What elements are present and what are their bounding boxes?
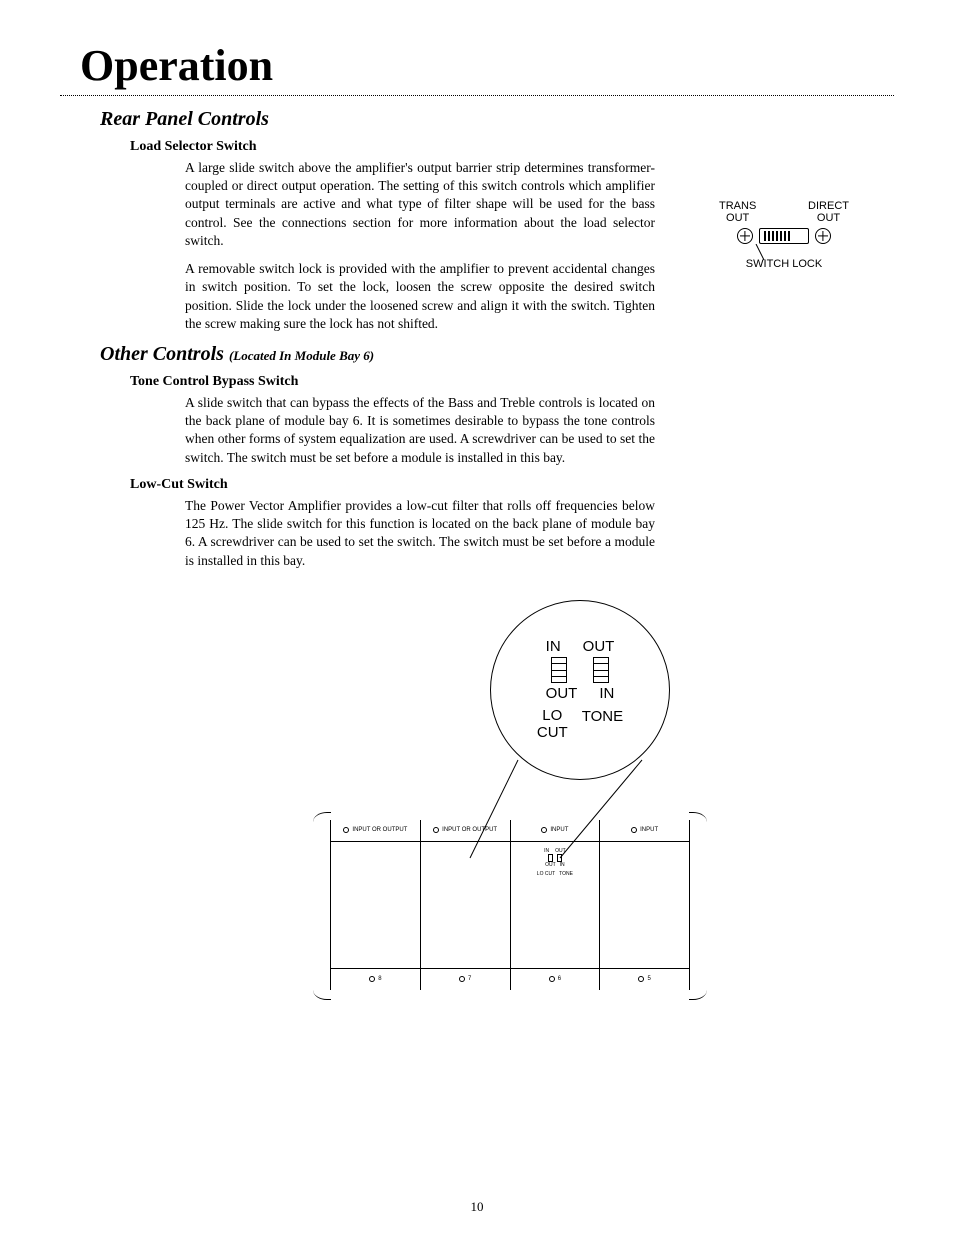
circle-icon — [369, 976, 375, 982]
bay-bot-7: 7 — [421, 969, 511, 990]
section-other-title: Other Controls — [100, 343, 224, 365]
label-switch-lock: SWITCH LOCK — [704, 258, 864, 270]
label-trans-out: TRANS OUT — [719, 200, 756, 224]
callout-top-labels: IN OUT — [546, 638, 615, 655]
section-other-controls: Other Controls (Located In Module Bay 6) — [100, 343, 894, 366]
callout-out-top: OUT — [583, 638, 615, 655]
page-title: Operation — [60, 40, 894, 91]
switch-labels-row: TRANS OUT DIRECT OUT — [719, 200, 849, 224]
bay-top-7-label: INPUT OR OUTPUT — [442, 827, 497, 833]
bay-bot-6: 6 — [511, 969, 601, 990]
mid-out2: OUT — [545, 862, 556, 868]
dip-left-icon — [551, 657, 567, 683]
bay-top-7: INPUT OR OUTPUT — [421, 820, 511, 841]
bay-top-6: INPUT — [511, 820, 601, 841]
bay-bot-5: 5 — [600, 969, 689, 990]
circle-icon — [631, 827, 637, 833]
screw-right-icon — [815, 228, 831, 244]
col-6: IN OUT OUT IN LO CUT TONE — [511, 842, 601, 968]
callout-in-bot: IN — [599, 685, 614, 702]
bay-top-6-label: INPUT — [550, 827, 568, 833]
bay-top-8: INPUT OR OUTPUT — [331, 820, 421, 841]
bay-top-8-label: INPUT OR OUTPUT — [352, 827, 407, 833]
panel-mid: IN OUT OUT IN LO CUT TONE — [331, 842, 689, 968]
module-panel: INPUT OR OUTPUT INPUT OR OUTPUT INPUT IN… — [330, 820, 690, 990]
page-number: 10 — [0, 1199, 954, 1215]
callout-bot-labels: OUT IN — [546, 685, 615, 702]
col-5 — [600, 842, 689, 968]
callout-lbls: LOCUT TONE — [537, 708, 623, 741]
callout-dips — [549, 655, 611, 685]
text-tone-p1: A slide switch that can bypass the effec… — [185, 394, 655, 467]
label-direct-out: DIRECT OUT — [808, 200, 849, 224]
text-load-selector-p2: A removable switch lock is provided with… — [185, 260, 655, 333]
callout-lo-cut: LOCUT — [537, 708, 568, 741]
circle-icon — [541, 827, 547, 833]
bay-bot-7-label: 7 — [468, 976, 471, 982]
section-rear-panel: Rear Panel Controls — [100, 108, 894, 131]
callout-in-top: IN — [546, 638, 561, 655]
panel-bot-row: 8 7 6 5 — [331, 968, 689, 990]
col-8 — [331, 842, 421, 968]
mid-tone: TONE — [559, 871, 573, 877]
dip-right-icon — [593, 657, 609, 683]
circle-icon — [343, 827, 349, 833]
bay-bot-8: 8 — [331, 969, 421, 990]
tiny-dip-icon — [548, 854, 553, 862]
section-other-subnote: (Located In Module Bay 6) — [229, 348, 374, 363]
col-7 — [421, 842, 511, 968]
bay-top-5-label: INPUT — [640, 827, 658, 833]
title-rule — [60, 95, 894, 96]
callout-out-bot: OUT — [546, 685, 578, 702]
subhead-load-selector: Load Selector Switch — [130, 139, 894, 155]
text-lowcut-p1: The Power Vector Amplifier provides a lo… — [185, 497, 655, 570]
mid-in2: IN — [560, 862, 565, 868]
tiny-dip-icon — [557, 854, 562, 862]
bay-bot-8-label: 8 — [378, 976, 381, 982]
switch-lock-diagram: TRANS OUT DIRECT OUT SWITCH LOCK — [704, 200, 864, 270]
text-load-selector-p1: A large slide switch above the amplifier… — [185, 159, 655, 250]
slider-lines — [764, 231, 790, 241]
circle-icon — [433, 827, 439, 833]
switch-row — [704, 228, 864, 244]
callout-circle: IN OUT OUT IN LOCUT TONE — [490, 600, 670, 780]
bay-bot-6-label: 6 — [558, 976, 561, 982]
page: Operation Rear Panel Controls Load Selec… — [0, 0, 954, 1235]
subhead-tone-bypass: Tone Control Bypass Switch — [130, 374, 894, 390]
mid-locut: LO CUT — [537, 871, 555, 877]
circle-icon — [549, 976, 555, 982]
bay-bot-5-label: 5 — [647, 976, 650, 982]
callout-tone: TONE — [582, 708, 623, 741]
circle-icon — [459, 976, 465, 982]
screw-left-icon — [737, 228, 753, 244]
panel-top-row: INPUT OR OUTPUT INPUT OR OUTPUT INPUT IN… — [331, 820, 689, 842]
slider-track — [759, 228, 809, 244]
module-bay-diagram: IN OUT OUT IN LOCUT TONE — [290, 600, 720, 1040]
subhead-lowcut: Low-Cut Switch — [130, 477, 894, 493]
bay-top-5: INPUT — [600, 820, 689, 841]
circle-icon — [638, 976, 644, 982]
